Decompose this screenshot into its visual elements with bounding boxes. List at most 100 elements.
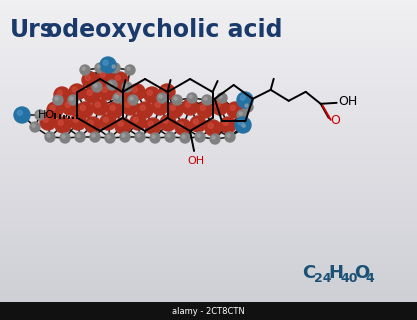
- Circle shape: [172, 95, 182, 105]
- Circle shape: [147, 90, 152, 95]
- Bar: [0, 131, 417, 136]
- Bar: [0, 299, 417, 304]
- Circle shape: [32, 124, 35, 127]
- Circle shape: [60, 133, 70, 143]
- Circle shape: [132, 87, 137, 92]
- Circle shape: [245, 104, 248, 107]
- Circle shape: [225, 132, 235, 142]
- Circle shape: [57, 90, 62, 95]
- Bar: [0, 151, 417, 156]
- Bar: [0, 211, 417, 216]
- Circle shape: [235, 117, 251, 133]
- Text: O: O: [331, 114, 341, 127]
- Circle shape: [92, 82, 102, 92]
- Circle shape: [84, 87, 100, 103]
- Circle shape: [243, 102, 253, 112]
- Bar: [0, 239, 417, 244]
- Circle shape: [122, 99, 138, 115]
- Bar: [0, 283, 417, 288]
- Circle shape: [110, 63, 120, 73]
- Bar: [0, 187, 417, 192]
- Bar: [0, 103, 417, 108]
- Circle shape: [212, 136, 215, 139]
- Text: OH: OH: [188, 156, 205, 166]
- Bar: [0, 243, 417, 248]
- Circle shape: [133, 117, 138, 122]
- Circle shape: [195, 132, 205, 142]
- Circle shape: [87, 90, 92, 95]
- Bar: [0, 27, 417, 32]
- Circle shape: [94, 84, 97, 87]
- Circle shape: [73, 117, 78, 122]
- Bar: [0, 39, 417, 44]
- Bar: [0, 227, 417, 232]
- Bar: [0, 71, 417, 76]
- Bar: [0, 279, 417, 284]
- Circle shape: [115, 118, 131, 134]
- Circle shape: [17, 110, 23, 115]
- Text: O: O: [354, 264, 369, 282]
- Bar: [0, 235, 417, 240]
- Bar: [0, 107, 417, 112]
- Circle shape: [208, 123, 214, 128]
- Circle shape: [159, 95, 162, 98]
- Circle shape: [220, 117, 236, 133]
- Circle shape: [122, 82, 132, 92]
- Circle shape: [162, 87, 167, 92]
- Circle shape: [239, 112, 242, 115]
- Bar: [0, 179, 417, 184]
- Bar: [0, 223, 417, 228]
- Bar: [0, 267, 417, 272]
- Circle shape: [238, 120, 244, 125]
- Circle shape: [88, 120, 93, 125]
- Circle shape: [170, 105, 175, 110]
- Circle shape: [115, 75, 121, 80]
- Circle shape: [197, 134, 200, 137]
- Circle shape: [150, 133, 160, 143]
- Circle shape: [37, 112, 40, 115]
- Circle shape: [240, 95, 245, 100]
- Circle shape: [99, 84, 115, 100]
- Circle shape: [210, 134, 220, 144]
- Bar: [0, 43, 417, 48]
- Bar: [0, 83, 417, 88]
- Bar: [0, 287, 417, 292]
- Circle shape: [237, 110, 247, 120]
- Circle shape: [242, 124, 245, 127]
- Circle shape: [107, 135, 110, 138]
- Circle shape: [180, 133, 190, 143]
- Circle shape: [237, 92, 253, 108]
- Bar: [0, 231, 417, 236]
- Circle shape: [130, 97, 133, 100]
- Bar: [0, 87, 417, 92]
- Circle shape: [182, 135, 185, 138]
- Bar: [0, 79, 417, 84]
- Circle shape: [97, 69, 113, 85]
- Bar: [0, 191, 417, 196]
- Circle shape: [114, 87, 130, 103]
- Circle shape: [47, 134, 50, 137]
- Circle shape: [174, 97, 177, 100]
- Text: Urs: Urs: [10, 18, 55, 42]
- Circle shape: [118, 121, 123, 126]
- Circle shape: [189, 95, 192, 98]
- Circle shape: [212, 99, 228, 115]
- Bar: [0, 119, 417, 124]
- Bar: [0, 251, 417, 256]
- Circle shape: [95, 102, 100, 107]
- Circle shape: [112, 65, 115, 68]
- Circle shape: [113, 93, 123, 103]
- Circle shape: [122, 134, 125, 137]
- Circle shape: [227, 102, 243, 118]
- Bar: [0, 0, 417, 4]
- Bar: [0, 263, 417, 268]
- Text: H: H: [328, 264, 343, 282]
- Text: 40: 40: [340, 272, 357, 285]
- Bar: [0, 123, 417, 128]
- Circle shape: [145, 118, 161, 134]
- Circle shape: [155, 102, 160, 107]
- Circle shape: [175, 119, 191, 135]
- Bar: [0, 247, 417, 252]
- Bar: [0, 259, 417, 264]
- Bar: [0, 183, 417, 188]
